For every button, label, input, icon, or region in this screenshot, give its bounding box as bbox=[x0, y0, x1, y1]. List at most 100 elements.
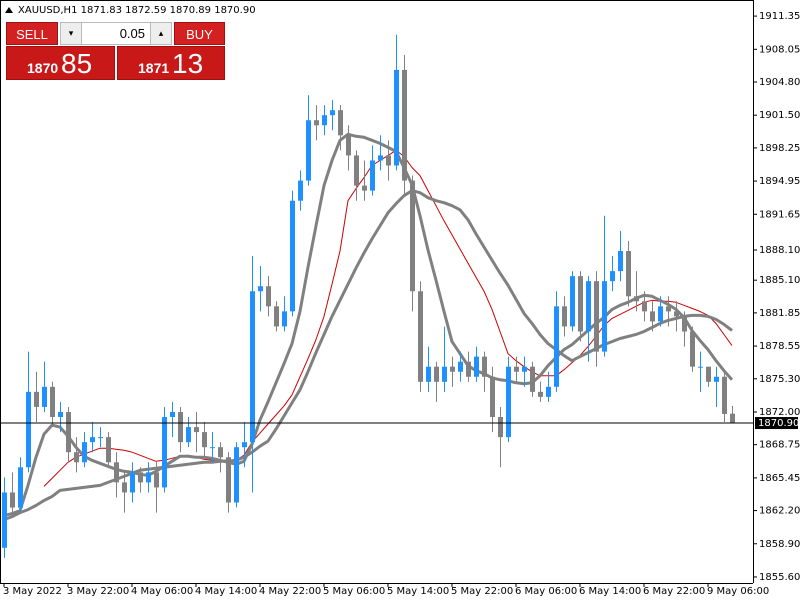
candle-body bbox=[82, 442, 87, 463]
candle-body bbox=[610, 271, 615, 282]
candle-body bbox=[50, 386, 55, 418]
candle-body bbox=[202, 432, 207, 448]
sell-button[interactable]: SELL bbox=[6, 22, 58, 45]
candle-body bbox=[698, 366, 703, 368]
y-tick-label: 1891.65 bbox=[759, 209, 800, 220]
candle-body bbox=[322, 115, 327, 126]
y-tick-label: 1862.20 bbox=[759, 506, 800, 517]
bid-big-figure: 1870 bbox=[27, 60, 59, 76]
candle-body bbox=[402, 69, 407, 181]
y-tick-label: 1855.60 bbox=[759, 572, 800, 583]
candle-body bbox=[306, 120, 311, 181]
x-tick-label: 6 May 14:00 bbox=[579, 586, 641, 597]
y-tick-label: 1885.10 bbox=[759, 275, 800, 286]
candle-body bbox=[618, 251, 623, 272]
moving-average bbox=[43, 149, 733, 487]
candle-body bbox=[122, 482, 127, 493]
candle-body bbox=[18, 467, 23, 508]
y-tick-label: 1868.75 bbox=[759, 440, 800, 451]
candle-body bbox=[730, 413, 735, 424]
bid-pips: 85 bbox=[61, 48, 93, 79]
bid-price[interactable]: 1870 85 bbox=[6, 46, 115, 80]
x-tick-label: 9 May 06:00 bbox=[707, 586, 769, 597]
y-tick-label: 1878.55 bbox=[759, 341, 800, 352]
candle-body bbox=[314, 120, 319, 126]
candle-body bbox=[170, 411, 175, 418]
y-tick-label: 1872.00 bbox=[759, 407, 800, 418]
candle-body bbox=[602, 281, 607, 352]
ask-price[interactable]: 1871 13 bbox=[117, 46, 225, 80]
lot-value: 0.05 bbox=[119, 26, 145, 41]
candle-body bbox=[706, 366, 711, 382]
candle-body bbox=[482, 356, 487, 377]
candle-body bbox=[522, 366, 527, 372]
x-tick-label: 6 May 22:00 bbox=[643, 586, 705, 597]
x-tick-label: 5 May 22:00 bbox=[451, 586, 513, 597]
current-price-box bbox=[755, 417, 798, 430]
moving-average bbox=[3, 132, 734, 518]
chart-header: XAUUSD,H1 1871.83 1872.59 1870.89 1870.9… bbox=[18, 5, 256, 16]
candle-body bbox=[546, 386, 551, 397]
y-tick-label: 1894.95 bbox=[759, 176, 800, 187]
buy-button[interactable]: BUY bbox=[174, 22, 225, 45]
x-tick-label: 3 May 2022 bbox=[3, 586, 62, 597]
candle-body bbox=[530, 366, 535, 392]
y-tick-label: 1901.50 bbox=[759, 110, 800, 121]
candle-body bbox=[354, 155, 359, 186]
y-tick-label: 1904.80 bbox=[759, 77, 800, 88]
candle-body bbox=[330, 110, 335, 116]
candle-body bbox=[98, 437, 103, 439]
y-tick-label: 1865.45 bbox=[759, 473, 800, 484]
candle-body bbox=[114, 462, 119, 483]
candle-body bbox=[362, 185, 367, 191]
candle-body bbox=[394, 69, 399, 166]
candle-body bbox=[154, 472, 159, 488]
candle-body bbox=[450, 366, 455, 372]
y-tick-label: 1908.05 bbox=[759, 44, 800, 55]
lot-box[interactable]: ▾ 0.05 ▴ bbox=[60, 22, 172, 45]
candle-body bbox=[282, 311, 287, 327]
candle-body bbox=[586, 281, 591, 332]
candle-body bbox=[578, 276, 583, 332]
candle-body bbox=[2, 492, 7, 548]
candle-body bbox=[338, 110, 343, 136]
x-tick-label: 6 May 06:00 bbox=[515, 586, 577, 597]
candle-body bbox=[146, 472, 151, 483]
candle-body bbox=[138, 472, 143, 483]
y-tick-label: 1875.30 bbox=[759, 374, 800, 385]
candle-body bbox=[194, 427, 199, 433]
ask-big-figure: 1871 bbox=[138, 60, 170, 76]
candle-body bbox=[386, 155, 391, 166]
candle-body bbox=[74, 452, 79, 463]
candle-body bbox=[274, 306, 279, 327]
candle-body bbox=[26, 391, 31, 468]
candle-body bbox=[58, 411, 63, 418]
candle-body bbox=[594, 281, 599, 352]
x-tick-label: 5 May 06:00 bbox=[323, 586, 385, 597]
y-tick-label: 1881.85 bbox=[759, 308, 800, 319]
candle-body bbox=[298, 180, 303, 201]
candle-body bbox=[42, 386, 47, 407]
candle-body bbox=[178, 411, 183, 443]
lot-increase[interactable]: ▴ bbox=[150, 23, 171, 44]
candle-body bbox=[722, 376, 727, 414]
candle-body bbox=[186, 427, 191, 443]
collapse-icon[interactable] bbox=[5, 7, 13, 13]
candle-body bbox=[634, 296, 639, 302]
x-tick-label: 4 May 14:00 bbox=[195, 586, 257, 597]
lot-decrease[interactable]: ▾ bbox=[61, 23, 82, 44]
candle-body bbox=[506, 366, 511, 438]
candle-body bbox=[538, 391, 543, 397]
candle-body bbox=[714, 376, 719, 382]
candle-body bbox=[250, 291, 255, 443]
candle-body bbox=[442, 366, 447, 382]
y-tick-label: 1888.10 bbox=[759, 245, 800, 256]
candle-body bbox=[226, 457, 231, 503]
x-tick-label: 3 May 22:00 bbox=[67, 586, 129, 597]
candle-body bbox=[466, 361, 471, 377]
candle-body bbox=[242, 442, 247, 448]
candle-body bbox=[418, 291, 423, 382]
candle-body bbox=[258, 286, 263, 292]
ask-pips: 13 bbox=[172, 48, 204, 79]
